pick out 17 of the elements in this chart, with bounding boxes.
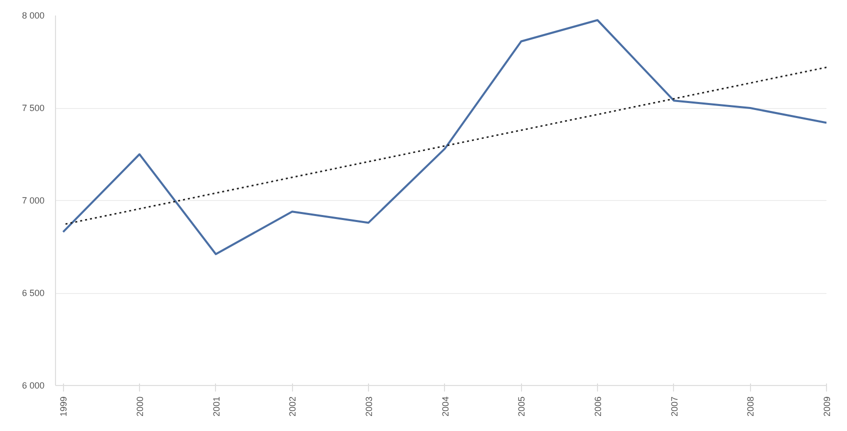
line-series	[62, 19, 826, 256]
x-tick-label: 2005	[516, 396, 527, 417]
y-tick-label: 7 000	[22, 196, 45, 206]
x-tick-label: 2004	[440, 396, 450, 417]
x-tick-label: 2007	[669, 396, 680, 417]
x-tick-label: 2003	[364, 396, 374, 417]
x-tick-label: 2006	[592, 396, 603, 417]
x-tick-label: 2001	[211, 396, 222, 417]
y-tick-label: 7 500	[22, 103, 45, 113]
y-tick-label: 6 000	[22, 380, 45, 390]
x-tick-label: 1999	[58, 396, 69, 417]
y-tick-label: 8 000	[22, 10, 45, 20]
x-tick-label: 2008	[746, 396, 756, 417]
x-tick-label: 2000	[134, 396, 145, 417]
y-tick-label: 6 500	[22, 288, 45, 298]
x-tick-label: 2009	[822, 396, 832, 417]
x-tick-label: 2002	[288, 396, 298, 417]
